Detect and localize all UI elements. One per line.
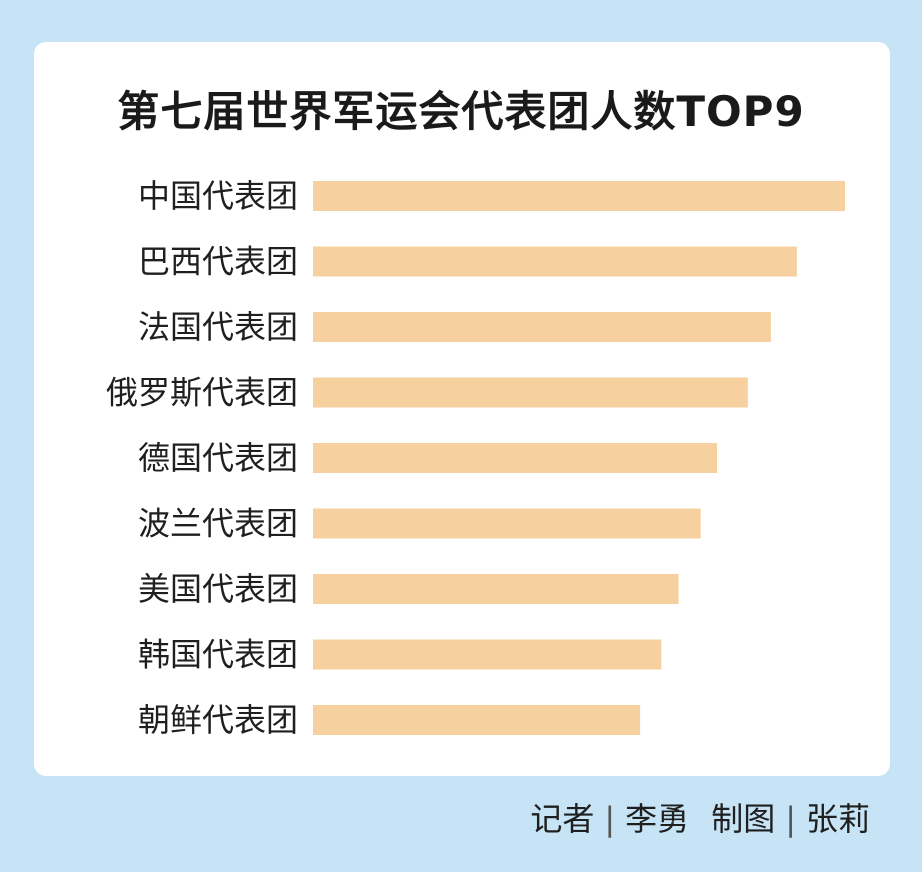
- category-label: 韩国代表团: [138, 636, 298, 674]
- bar: [313, 705, 641, 735]
- bar: [313, 377, 748, 408]
- reporter-name: 李勇: [625, 800, 690, 838]
- category-label: 巴西代表团: [138, 243, 298, 281]
- category-label: 法国代表团: [138, 308, 298, 346]
- separator: |: [604, 800, 616, 838]
- bar: [313, 181, 845, 211]
- chart-title: 第七届世界军运会代表团人数TOP9: [117, 87, 805, 136]
- bar: [313, 508, 701, 539]
- bar: [313, 312, 771, 342]
- reporter-label: 记者: [530, 800, 595, 838]
- graphic-label: 制图: [711, 800, 776, 838]
- category-label: 中国代表团: [138, 177, 298, 215]
- bar: [313, 443, 718, 473]
- bar: [313, 574, 679, 604]
- bar: [313, 246, 797, 277]
- category-label: 德国代表团: [138, 439, 298, 477]
- category-label: 波兰代表团: [138, 505, 298, 543]
- credit-line: 记者 | 李勇 制图 | 张莉: [530, 794, 870, 840]
- bar: [313, 639, 662, 670]
- category-label: 美国代表团: [138, 570, 298, 608]
- separator: |: [785, 800, 796, 838]
- category-label: 朝鲜代表团: [138, 701, 298, 739]
- category-label: 俄罗斯代表团: [106, 374, 298, 412]
- graphic-name: 张莉: [805, 800, 870, 838]
